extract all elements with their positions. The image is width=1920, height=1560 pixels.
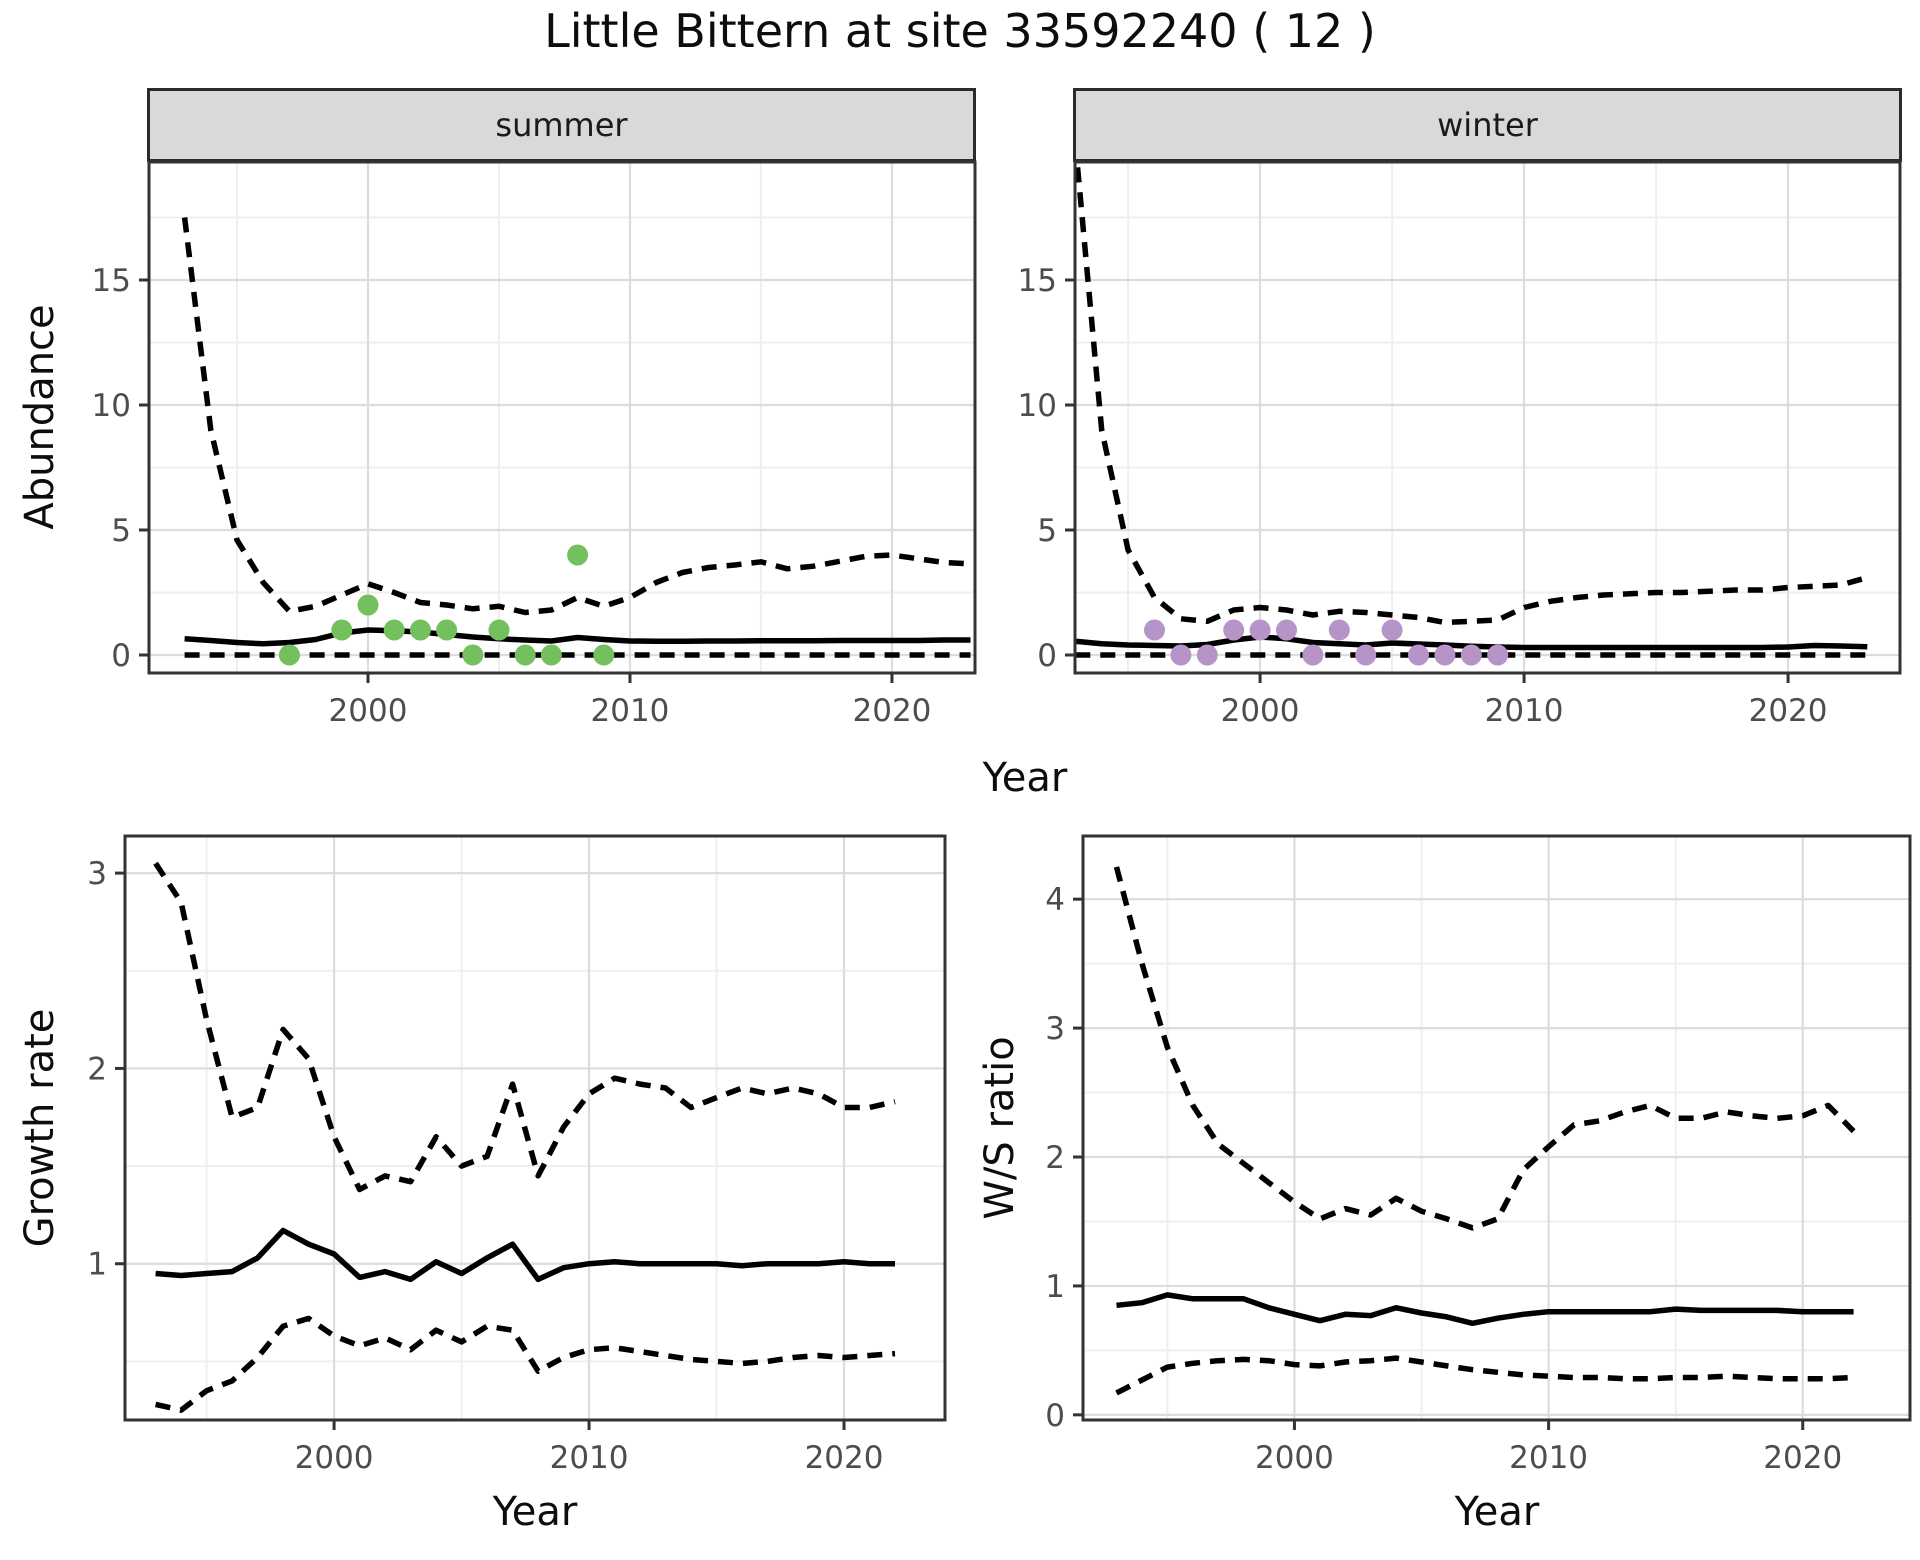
y-tick-label: 1: [87, 1247, 107, 1283]
growth-rate-panel: 2000 2010 2020 1 2 3: [87, 834, 947, 1476]
x-tick-label: 2000: [1255, 1440, 1334, 1476]
x-tick-label: 2010: [1485, 693, 1564, 729]
x-tick-label: 2010: [550, 1440, 629, 1476]
y-tick-label: 10: [92, 388, 131, 424]
y-tick-label: 0: [111, 638, 131, 674]
x-tick-label: 2010: [1509, 1440, 1588, 1476]
y-tick-label: 3: [1045, 1011, 1065, 1047]
y-axis-title-growth-rate: Growth rate: [17, 1008, 63, 1248]
facet-strip-winter-label: winter: [1437, 106, 1538, 144]
abundance-winter-panel: 2000 2010 2020 0 5 10 15: [1018, 160, 1902, 729]
y-axis-title-abundance: Abundance: [17, 304, 63, 530]
y-tick-label: 5: [1037, 513, 1057, 549]
y-tick-label: 15: [92, 263, 131, 299]
y-tick-label: 4: [1045, 882, 1065, 918]
y-tick-label: 10: [1018, 388, 1057, 424]
x-tick-label: 2020: [1763, 1440, 1842, 1476]
facet-strip-summer: summer: [147, 88, 976, 162]
x-axis-title-year-ws: Year: [1454, 1489, 1540, 1535]
ws-ratio-panel: 2000 2010 2020 0 1 2 3 4: [1045, 834, 1912, 1476]
y-axis-title-ws-ratio: W/S ratio: [977, 1036, 1023, 1220]
plot-title: Little Bittern at site 33592240 ( 12 ): [544, 4, 1376, 58]
y-tick-label: 0: [1037, 638, 1057, 674]
facet-strip-summer-label: summer: [495, 106, 628, 144]
y-tick-label: 0: [1045, 1398, 1065, 1434]
x-tick-label: 2000: [1221, 693, 1300, 729]
x-tick-label: 2000: [329, 693, 408, 729]
x-tick-label: 2020: [805, 1440, 884, 1476]
y-tick-label: 15: [1018, 263, 1057, 299]
y-tick-label: 5: [111, 513, 131, 549]
x-tick-label: 2020: [853, 693, 932, 729]
x-tick-label: 2000: [295, 1440, 374, 1476]
x-tick-label: 2020: [1749, 693, 1828, 729]
x-axis-title-year-top: Year: [982, 755, 1068, 801]
abundance-summer-panel: 2000 2010 2020 0 5 10 15: [92, 160, 977, 729]
x-axis-title-year-growth: Year: [492, 1489, 578, 1535]
y-tick-label: 1: [1045, 1269, 1065, 1305]
y-tick-label: 2: [87, 1051, 107, 1087]
y-tick-label: 2: [1045, 1140, 1065, 1176]
y-tick-label: 3: [87, 856, 107, 892]
x-tick-label: 2010: [591, 693, 670, 729]
